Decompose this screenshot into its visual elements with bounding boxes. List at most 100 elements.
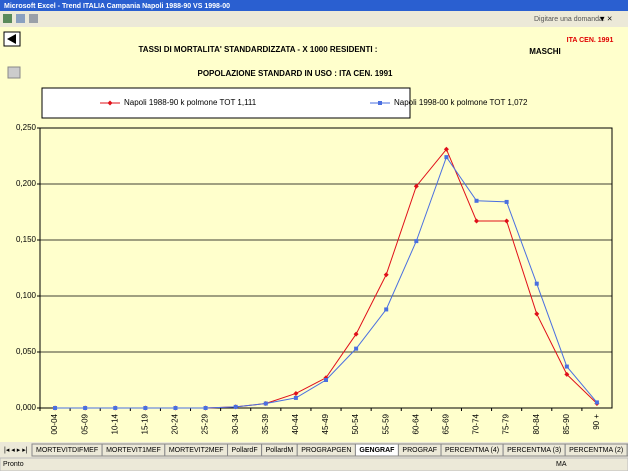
x-tick-label: 00-04: [50, 413, 59, 434]
icon[interactable]: [16, 14, 25, 23]
sheet-tab[interactable]: GENGRAF: [354, 443, 399, 457]
point: [293, 395, 298, 400]
point: [474, 218, 480, 224]
point: [113, 406, 118, 410]
icon[interactable]: [29, 14, 38, 23]
census-label: ITA CEN. 1991: [567, 37, 614, 44]
point: [203, 406, 208, 410]
x-tick-label: 15-19: [140, 413, 149, 434]
point: [263, 401, 268, 406]
point: [594, 400, 599, 405]
legend-label: Napoli 1998-00 k polmone TOT 1,072: [394, 98, 528, 107]
sheet-tab[interactable]: PERCENTMA (2): [564, 443, 628, 457]
sheet-tab-label: MORTEVIT2MEF: [169, 447, 224, 454]
point: [384, 307, 389, 312]
x-tick-label: 30-34: [231, 413, 240, 434]
sheet-tab[interactable]: PROGRAF: [397, 443, 442, 457]
sheet-tab-label: PollardM: [266, 447, 294, 454]
x-tick-label: 35-39: [261, 413, 270, 434]
question-box[interactable]: Digitare una domanda.: [534, 16, 605, 23]
print-button[interactable]: [7, 66, 21, 79]
x-tick-label: 70-74: [472, 413, 481, 434]
status-right: MA: [556, 461, 567, 468]
x-tick-label: 60-64: [411, 413, 420, 434]
toolbar: [0, 11, 628, 27]
sheet-tab[interactable]: PollardM: [261, 443, 298, 457]
sheet-tab[interactable]: MORTEVITDIFMEF: [31, 443, 103, 457]
x-tick-label: 50-54: [351, 413, 360, 434]
point: [353, 331, 359, 337]
sheet-tab-label: PERCENTMA (3): [507, 447, 561, 454]
sheet-tab-label: PERCENTMA (2): [569, 447, 623, 454]
status-bar: [0, 457, 628, 472]
back-arrow: [7, 34, 16, 44]
point: [173, 406, 178, 410]
x-tick-label: 55-59: [381, 413, 390, 434]
chart-subtitle: POPOLAZIONE STANDARD IN USO : ITA CEN. 1…: [198, 69, 394, 78]
point: [534, 311, 540, 317]
y-tick-label: 0,150: [16, 235, 37, 244]
x-tick-label: 10-14: [110, 413, 119, 434]
status-left: Pronto: [3, 461, 24, 468]
point: [83, 406, 88, 410]
sheet-tab-label: MORTEVIT1MEF: [106, 447, 161, 454]
sheet-tab-label: GENGRAF: [359, 447, 395, 454]
sheet-tab-label: PROGRAPGEN: [301, 447, 351, 454]
y-tick-label: 0,200: [16, 179, 37, 188]
x-tick-label: 45-49: [321, 413, 330, 434]
point: [564, 364, 569, 369]
chart-title: TASSI DI MORTALITA' STANDARDIZZATA - X 1…: [139, 45, 378, 54]
sheet-tab[interactable]: PROGRAPGEN: [296, 443, 356, 457]
sex-label: MASCHI: [529, 47, 561, 56]
point: [443, 146, 449, 152]
chart: TASSI DI MORTALITA' STANDARDIZZATA - X 1…: [39, 37, 614, 409]
x-tick-label: 75-79: [502, 413, 511, 434]
point: [107, 100, 113, 106]
point: [564, 371, 570, 377]
sheet-tab-label: PERCENTMA (4): [445, 447, 499, 454]
sheet-tab-label: MORTEVITDIFMEF: [36, 447, 98, 454]
point: [53, 406, 58, 410]
x-tick-label: 05-09: [80, 413, 89, 434]
x-tick-label: 90 +: [592, 414, 601, 430]
sheet-tab[interactable]: MORTEVIT1MEF: [101, 443, 166, 457]
x-tick-label: 65-69: [442, 413, 451, 434]
x-tick-label: 40-44: [291, 413, 300, 434]
point: [233, 404, 238, 409]
sheet-tab[interactable]: PERCENTMA (4): [440, 443, 504, 457]
point: [354, 346, 359, 351]
window-title: Microsoft Excel - Trend ITALIA Campania …: [4, 3, 230, 10]
point: [414, 239, 419, 244]
x-tick-label: 85-90: [562, 413, 571, 434]
point: [504, 218, 510, 224]
y-tick-label: 0,250: [16, 123, 37, 132]
sheet-tab-label: PROGRAF: [402, 447, 437, 454]
x-tick-label: 80-84: [532, 413, 541, 434]
point: [413, 183, 419, 189]
y-tick-label: 0,100: [16, 291, 37, 300]
window-controls[interactable]: ▾ ×: [600, 13, 612, 23]
point: [534, 281, 539, 286]
point: [504, 199, 509, 204]
point: [324, 378, 328, 382]
plot-area: [39, 127, 613, 409]
sheet-tab-label: PollardF: [232, 447, 258, 454]
y-tick-label: 0,050: [16, 347, 37, 356]
x-tick-label: 25-29: [201, 413, 210, 434]
tab-nav[interactable]: |◂ ◂ ▸ ▸|: [4, 447, 28, 454]
sheet-tab[interactable]: MORTEVIT2MEF: [164, 443, 229, 457]
point: [383, 272, 389, 278]
y-tick-label: 0,000: [16, 403, 37, 412]
point: [474, 198, 479, 203]
point: [444, 155, 449, 160]
x-tick-label: 20-24: [171, 413, 180, 434]
point: [143, 406, 148, 410]
legend-label: Napoli 1988-90 k polmone TOT 1,111: [124, 98, 257, 107]
point: [378, 101, 382, 105]
icon[interactable]: [3, 14, 12, 23]
title-bar: [0, 0, 628, 11]
sheet-tab[interactable]: PollardF: [227, 443, 263, 457]
sheet-tab[interactable]: PERCENTMA (3): [502, 443, 566, 457]
